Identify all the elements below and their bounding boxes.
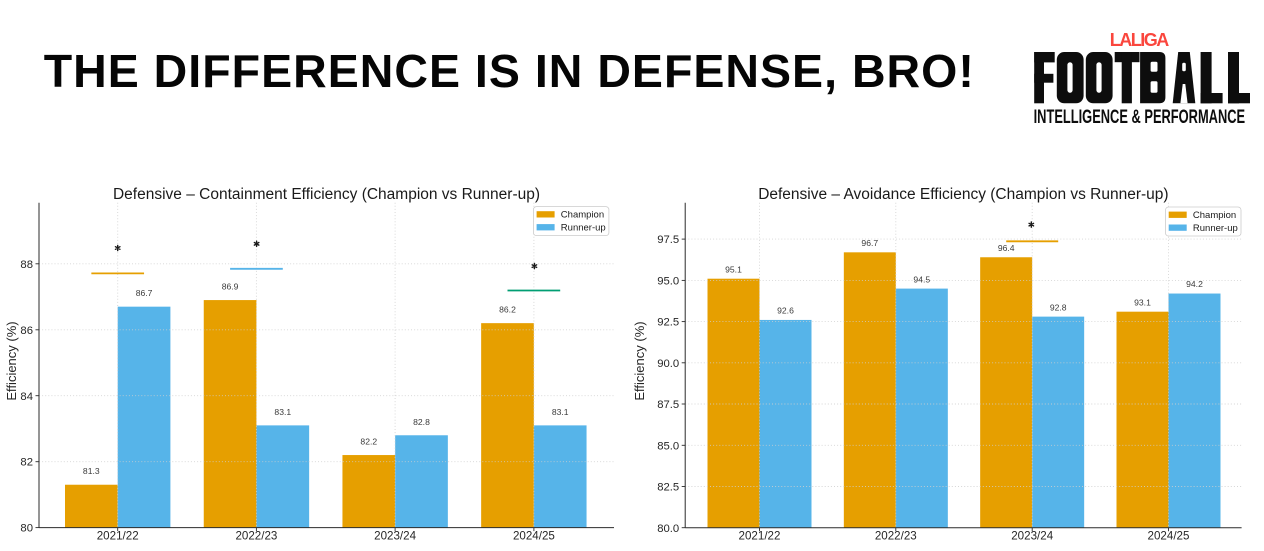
svg-text:86: 86 <box>20 325 33 337</box>
svg-text:2023/24: 2023/24 <box>374 530 416 543</box>
svg-text:Efficiency (%): Efficiency (%) <box>4 321 19 400</box>
svg-text:Runner-up: Runner-up <box>561 222 606 233</box>
svg-text:80: 80 <box>20 523 33 535</box>
svg-text:Defensive – Avoidance Efficien: Defensive – Avoidance Efficiency (Champi… <box>758 186 1168 203</box>
svg-text:95.1: 95.1 <box>725 264 742 274</box>
svg-text:94.2: 94.2 <box>1186 279 1203 289</box>
svg-text:THE DIFFERENCE IS IN DEFENSE,: THE DIFFERENCE IS IN DEFENSE, BRO! <box>44 45 975 97</box>
svg-text:94.5: 94.5 <box>913 274 930 284</box>
svg-text:86.7: 86.7 <box>136 288 153 298</box>
svg-text:81.3: 81.3 <box>83 466 100 476</box>
svg-text:86.2: 86.2 <box>499 305 516 315</box>
svg-text:87.5: 87.5 <box>657 399 679 411</box>
svg-text:Champion: Champion <box>1193 210 1236 221</box>
svg-text:83.1: 83.1 <box>274 407 291 417</box>
svg-text:88: 88 <box>20 259 33 271</box>
svg-text:2024/25: 2024/25 <box>513 530 555 543</box>
svg-text:2021/22: 2021/22 <box>739 530 781 543</box>
svg-text:92.5: 92.5 <box>657 317 679 329</box>
svg-text:97.5: 97.5 <box>657 234 679 246</box>
svg-text:80.0: 80.0 <box>657 523 679 535</box>
svg-text:Champion: Champion <box>561 210 604 221</box>
svg-text:96.7: 96.7 <box>861 238 878 248</box>
svg-text:96.4: 96.4 <box>998 243 1015 253</box>
svg-text:82.5: 82.5 <box>657 482 679 494</box>
svg-text:2023/24: 2023/24 <box>1011 530 1053 543</box>
svg-text:LALIGA: LALIGA <box>1110 30 1169 50</box>
svg-text:INTELLIGENCE & PERFORMANCE: INTELLIGENCE & PERFORMANCE <box>1034 106 1246 127</box>
svg-text:85.0: 85.0 <box>657 440 679 452</box>
svg-text:2022/23: 2022/23 <box>875 530 917 543</box>
svg-text:82: 82 <box>20 457 33 469</box>
svg-text:84: 84 <box>20 391 33 403</box>
svg-text:Runner-up: Runner-up <box>1193 223 1238 234</box>
svg-text:Efficiency (%): Efficiency (%) <box>632 321 647 400</box>
svg-text:93.1: 93.1 <box>1134 297 1151 307</box>
svg-text:2022/23: 2022/23 <box>235 530 277 543</box>
svg-text:86.9: 86.9 <box>222 282 239 292</box>
svg-text:92.6: 92.6 <box>777 306 794 316</box>
svg-text:2021/22: 2021/22 <box>97 530 139 543</box>
svg-text:Defensive – Containment Effici: Defensive – Containment Efficiency (Cham… <box>113 186 540 203</box>
svg-text:82.2: 82.2 <box>360 437 377 447</box>
svg-text:82.8: 82.8 <box>413 417 430 427</box>
svg-text:90.0: 90.0 <box>657 358 679 370</box>
svg-text:2024/25: 2024/25 <box>1148 530 1190 543</box>
svg-text:95.0: 95.0 <box>657 275 679 287</box>
svg-text:92.8: 92.8 <box>1050 302 1067 312</box>
svg-text:83.1: 83.1 <box>552 407 569 417</box>
